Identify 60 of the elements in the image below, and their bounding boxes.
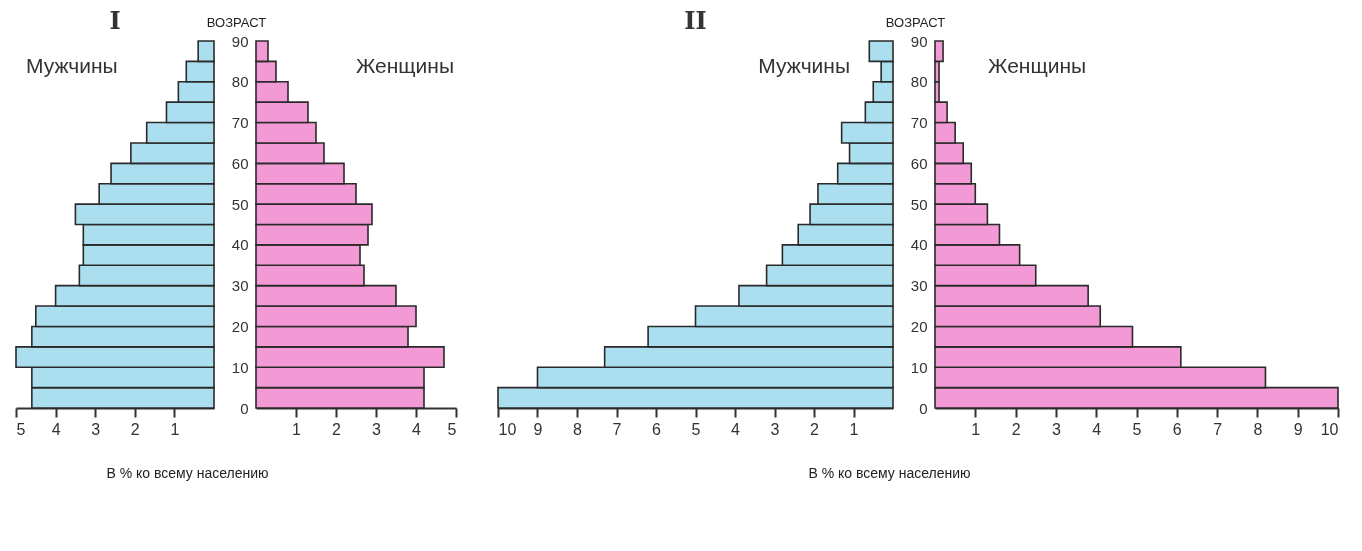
x-tick-label: 1: [170, 420, 180, 438]
x-tick-label: 7: [1213, 420, 1223, 438]
y-tick-label: 40: [910, 236, 928, 254]
x-tick-label: 10: [1320, 420, 1339, 438]
x-tick-label: 3: [770, 420, 780, 438]
x-axis-title: В % ко всему населению: [808, 464, 971, 481]
x-tick-label: 1: [849, 420, 859, 438]
y-tick-label: 30: [231, 277, 249, 295]
y-tick-label: 0: [919, 399, 928, 417]
x-tick-label: 5: [691, 420, 701, 438]
x-tick-label: 4: [412, 420, 422, 438]
x-tick-label: 3: [1051, 420, 1061, 438]
x-tick-label: 5: [447, 420, 457, 438]
y-tick-label: 20: [231, 317, 249, 335]
x-tick-label: 4: [731, 420, 741, 438]
x-tick-label: 1: [971, 420, 981, 438]
y-axis-title: ВОЗРАСТ: [885, 14, 946, 30]
x-tick-label: 2: [1011, 420, 1021, 438]
text: Женщины: [355, 54, 454, 77]
x-tick-label: 7: [612, 420, 622, 438]
y-tick-label: 0: [240, 399, 249, 417]
y-tick-label: 70: [910, 114, 928, 132]
x-tick-label: 3: [372, 420, 382, 438]
y-tick-label: 30: [910, 277, 928, 295]
x-tick-label: 1: [292, 420, 302, 438]
text: Мужчины: [26, 54, 118, 77]
x-tick-label: 10: [498, 420, 517, 438]
x-tick-label: 5: [1132, 420, 1142, 438]
x-tick-label: 9: [533, 420, 543, 438]
x-tick-label: 3: [91, 420, 101, 438]
y-tick-label: 50: [910, 195, 928, 213]
y-tick-label: 90: [910, 32, 928, 50]
x-tick-label: 6: [652, 420, 662, 438]
chart-title: II: [684, 6, 707, 36]
y-tick-label: 90: [231, 32, 249, 50]
y-tick-label: 60: [910, 154, 928, 172]
y-tick-label: 50: [231, 195, 249, 213]
x-tick-label: 8: [1253, 420, 1263, 438]
chart-title: I: [109, 6, 121, 36]
x-tick-label: 6: [1172, 420, 1182, 438]
y-tick-label: 10: [231, 358, 249, 376]
x-tick-label: 2: [332, 420, 342, 438]
y-tick-label: 20: [910, 317, 928, 335]
y-tick-label: 80: [231, 73, 249, 91]
x-axis-title: В % ко всему населению: [106, 464, 269, 481]
y-tick-label: 80: [910, 73, 928, 91]
series-label: Мужчины: [758, 54, 850, 77]
x-tick-label: 9: [1293, 420, 1303, 438]
y-axis-title: ВОЗРАСТ: [206, 14, 267, 30]
y-tick-label: 10: [910, 358, 928, 376]
y-tick-label: 40: [231, 236, 249, 254]
text: Женщины: [988, 54, 1087, 77]
y-tick-label: 70: [231, 114, 249, 132]
x-tick-label: 5: [16, 420, 26, 438]
y-tick-label: 60: [231, 154, 249, 172]
x-tick-label: 4: [51, 420, 61, 438]
x-tick-label: 8: [573, 420, 583, 438]
x-tick-label: 4: [1092, 420, 1102, 438]
x-tick-label: 2: [130, 420, 140, 438]
x-tick-label: 2: [810, 420, 820, 438]
